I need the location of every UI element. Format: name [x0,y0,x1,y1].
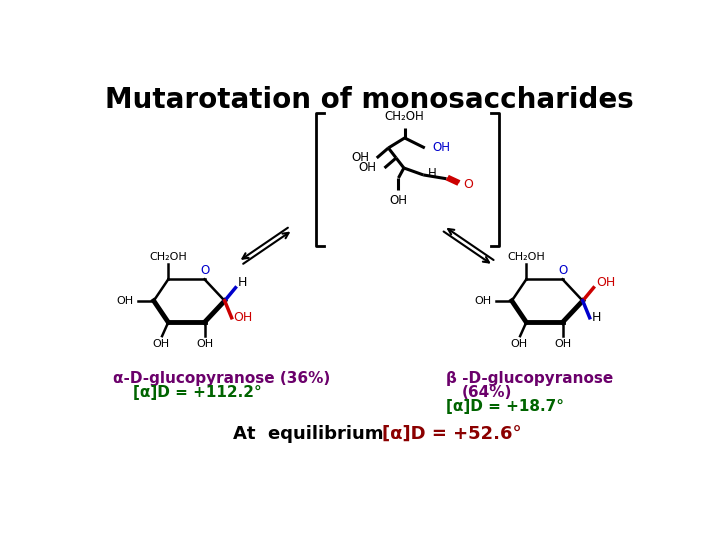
Text: CH₂OH: CH₂OH [149,252,187,261]
Text: OH: OH [359,161,377,174]
Text: [α]D = +52.6°: [α]D = +52.6° [382,425,522,443]
Text: H: H [428,167,436,180]
Text: O: O [559,264,568,277]
Text: OH: OH [554,339,571,349]
Text: CH₂OH: CH₂OH [508,252,545,261]
Text: H: H [238,276,247,289]
Text: (64%): (64%) [462,385,513,400]
Text: OH: OH [117,296,134,306]
Text: α-D-glucopyranose (36%): α-D-glucopyranose (36%) [113,372,330,386]
Text: OH: OH [233,311,253,324]
Text: H: H [592,311,601,324]
Text: At  equilibrium: At equilibrium [233,425,390,443]
Text: [α]D = +18.7°: [α]D = +18.7° [446,399,564,414]
Text: O: O [201,264,210,277]
Text: OH: OH [433,141,451,154]
Text: CH₂OH: CH₂OH [384,110,425,123]
Text: β -D-glucopyranose: β -D-glucopyranose [446,372,613,386]
Text: Mutarotation of monosaccharides: Mutarotation of monosaccharides [104,86,634,114]
Text: OH: OH [510,339,527,349]
Text: OH: OH [351,151,369,165]
Text: OH: OH [474,296,492,306]
Text: OH: OH [390,194,408,207]
Text: OH: OH [196,339,213,349]
Text: O: O [463,178,472,191]
Text: [α]D = +112.2°: [α]D = +112.2° [132,385,261,400]
Text: OH: OH [596,276,615,289]
Text: OH: OH [152,339,169,349]
